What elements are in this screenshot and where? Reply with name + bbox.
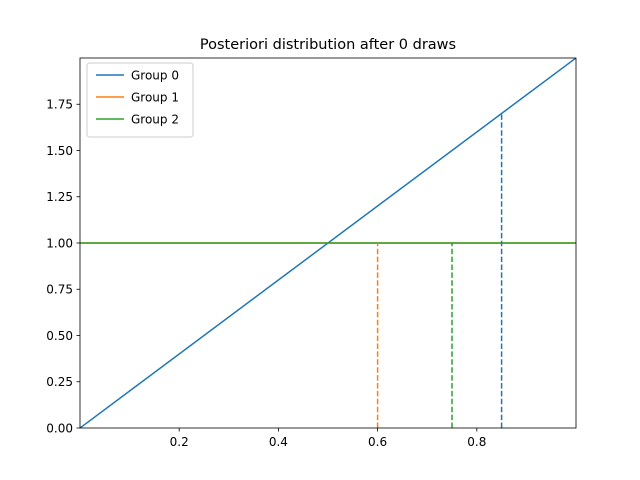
y-tick-label: 0.50 xyxy=(46,329,73,343)
axes: 0.2 0.4 0.6 0.8 0.00 0.25 0.50 0.75 1.00 1.25 1.50… xyxy=(46,57,577,449)
legend: Group 0 Group 1 Group 2 xyxy=(86,62,194,138)
plot-area xyxy=(80,58,576,428)
x-tick-label: 0.4 xyxy=(269,435,288,449)
legend-label: Group 2 xyxy=(131,112,179,126)
y-tick-label: 1.00 xyxy=(46,236,73,250)
y-tick-label: 1.25 xyxy=(46,190,73,204)
y-tick-label: 0.25 xyxy=(46,375,73,389)
y-tick-label: 1.50 xyxy=(46,144,73,158)
y-tick-label: 0.75 xyxy=(46,283,73,297)
y-tick-label: 0.00 xyxy=(46,421,73,435)
x-tick-label: 0.2 xyxy=(170,435,189,449)
legend-label: Group 0 xyxy=(131,68,179,82)
legend-label: Group 1 xyxy=(131,90,179,104)
y-tick-label: 1.75 xyxy=(46,98,73,112)
x-tick-label: 0.6 xyxy=(368,435,387,449)
x-tick-label: 0.8 xyxy=(467,435,486,449)
chart-title: Posteriori distribution after 0 draws xyxy=(200,37,456,53)
